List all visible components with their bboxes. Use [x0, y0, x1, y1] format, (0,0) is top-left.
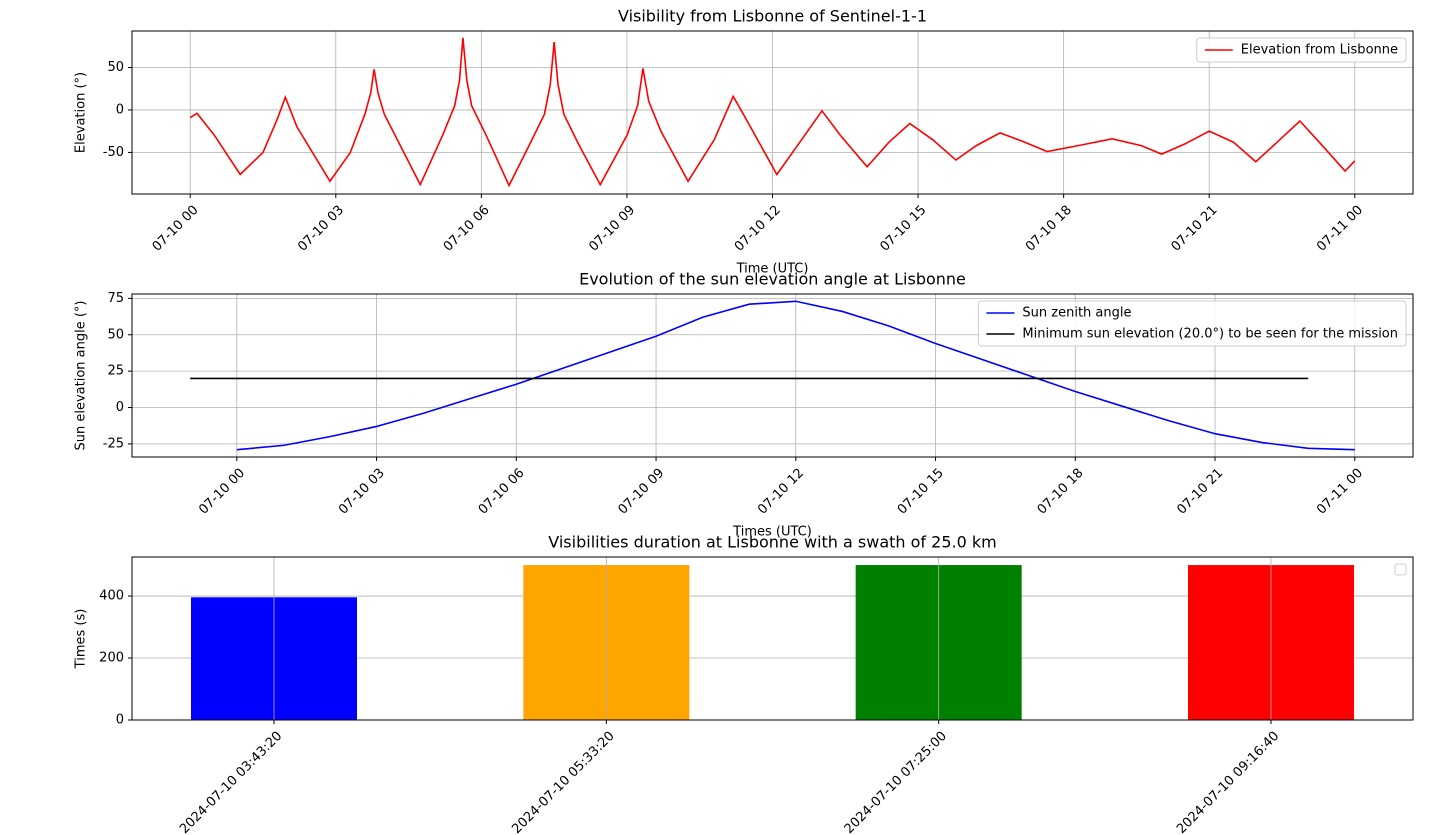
x-tick-label: 07-10 18: [1035, 466, 1087, 518]
plot-area: [190, 300, 1355, 451]
y-axis-label: Times (s): [74, 609, 89, 670]
y-tick-label: -50: [103, 145, 124, 160]
x-tick-label: 07-10 21: [1174, 466, 1226, 518]
plot-area: [189, 37, 1356, 188]
legend: Elevation from Lisbonne: [1196, 37, 1407, 63]
x-axis-label: Time (UTC): [736, 262, 809, 277]
y-tick-label: 400: [99, 589, 124, 604]
y-tick-label: 0: [116, 400, 124, 415]
x-tick-label: 07-10 00: [150, 203, 202, 255]
axes-frame: [131, 293, 1414, 458]
x-tick-label: 07-10 12: [755, 466, 807, 518]
y-tick-label: 200: [99, 651, 124, 666]
grid: [132, 294, 1413, 457]
y-tick-label: 50: [107, 60, 124, 75]
x-tick-label: 2024-07-10 03:43:20: [177, 729, 285, 835]
x-axis-label: Times (UTC): [732, 525, 812, 540]
x-tick-label: 07-10 09: [615, 466, 667, 518]
x-tick-label: 07-10 06: [441, 203, 493, 255]
chart-title: Visibilities duration at Lisbonne with a…: [548, 533, 996, 552]
axes-frame: [131, 556, 1414, 721]
x-tick-label: 07-10 12: [732, 203, 784, 255]
chart-title: Visibility from Lisbonne of Sentinel-1-1: [618, 7, 927, 26]
subplot: Visibilities duration at Lisbonne with a…: [74, 533, 1414, 835]
x-tick-label: 07-11 00: [1314, 466, 1366, 518]
axes-frame: [131, 30, 1414, 195]
subplot: Evolution of the sun elevation angle at …: [74, 270, 1414, 540]
y-tick-label: 0: [116, 713, 124, 728]
x-tick-label: 07-10 00: [196, 466, 248, 518]
x-tick-label: 07-11 00: [1314, 203, 1366, 255]
legend-label: Sun zenith angle: [1022, 306, 1131, 321]
x-tick-label: 07-10 09: [586, 203, 638, 255]
legend-box: [1196, 37, 1407, 63]
chart-title: Evolution of the sun elevation angle at …: [579, 270, 966, 289]
x-tick-label: 2024-07-10 09:16:40: [1174, 729, 1282, 835]
y-tick-label: -25: [103, 436, 124, 451]
subplot: Visibility from Lisbonne of Sentinel-1-1…: [74, 7, 1414, 277]
x-tick-label: 07-10 18: [1023, 203, 1075, 255]
x-tick-label: 07-10 03: [336, 466, 388, 518]
x-tick-label: 07-10 15: [895, 466, 947, 518]
y-tick-label: 25: [107, 364, 124, 379]
line-series: [189, 37, 1356, 188]
line-series: [236, 300, 1355, 451]
y-tick-label: 50: [107, 327, 124, 342]
y-tick-label: 75: [107, 291, 124, 306]
x-tick-label: 07-10 21: [1169, 203, 1221, 255]
x-tick-label: 07-10 06: [476, 466, 528, 518]
y-axis-label: Sun elevation angle (°): [74, 300, 89, 450]
y-tick-label: 0: [116, 102, 124, 117]
legend-label: Minimum sun elevation (20.0°) to be seen…: [1022, 327, 1398, 342]
x-tick-label: 07-10 15: [877, 203, 929, 255]
plot-area: [191, 565, 1354, 720]
legend-box: [977, 300, 1407, 347]
y-axis-label: Elevation (°): [74, 72, 89, 153]
empty-legend: [1394, 563, 1407, 576]
legend: Sun zenith angle Minimum sun elevation (2…: [977, 300, 1407, 347]
x-tick-label: 2024-07-10 05:33:20: [509, 729, 617, 835]
legend-label: Elevation from Lisbonne: [1241, 43, 1398, 58]
x-tick-label: 07-10 03: [295, 203, 347, 255]
x-tick-label: 2024-07-10 07:25:00: [842, 729, 950, 835]
